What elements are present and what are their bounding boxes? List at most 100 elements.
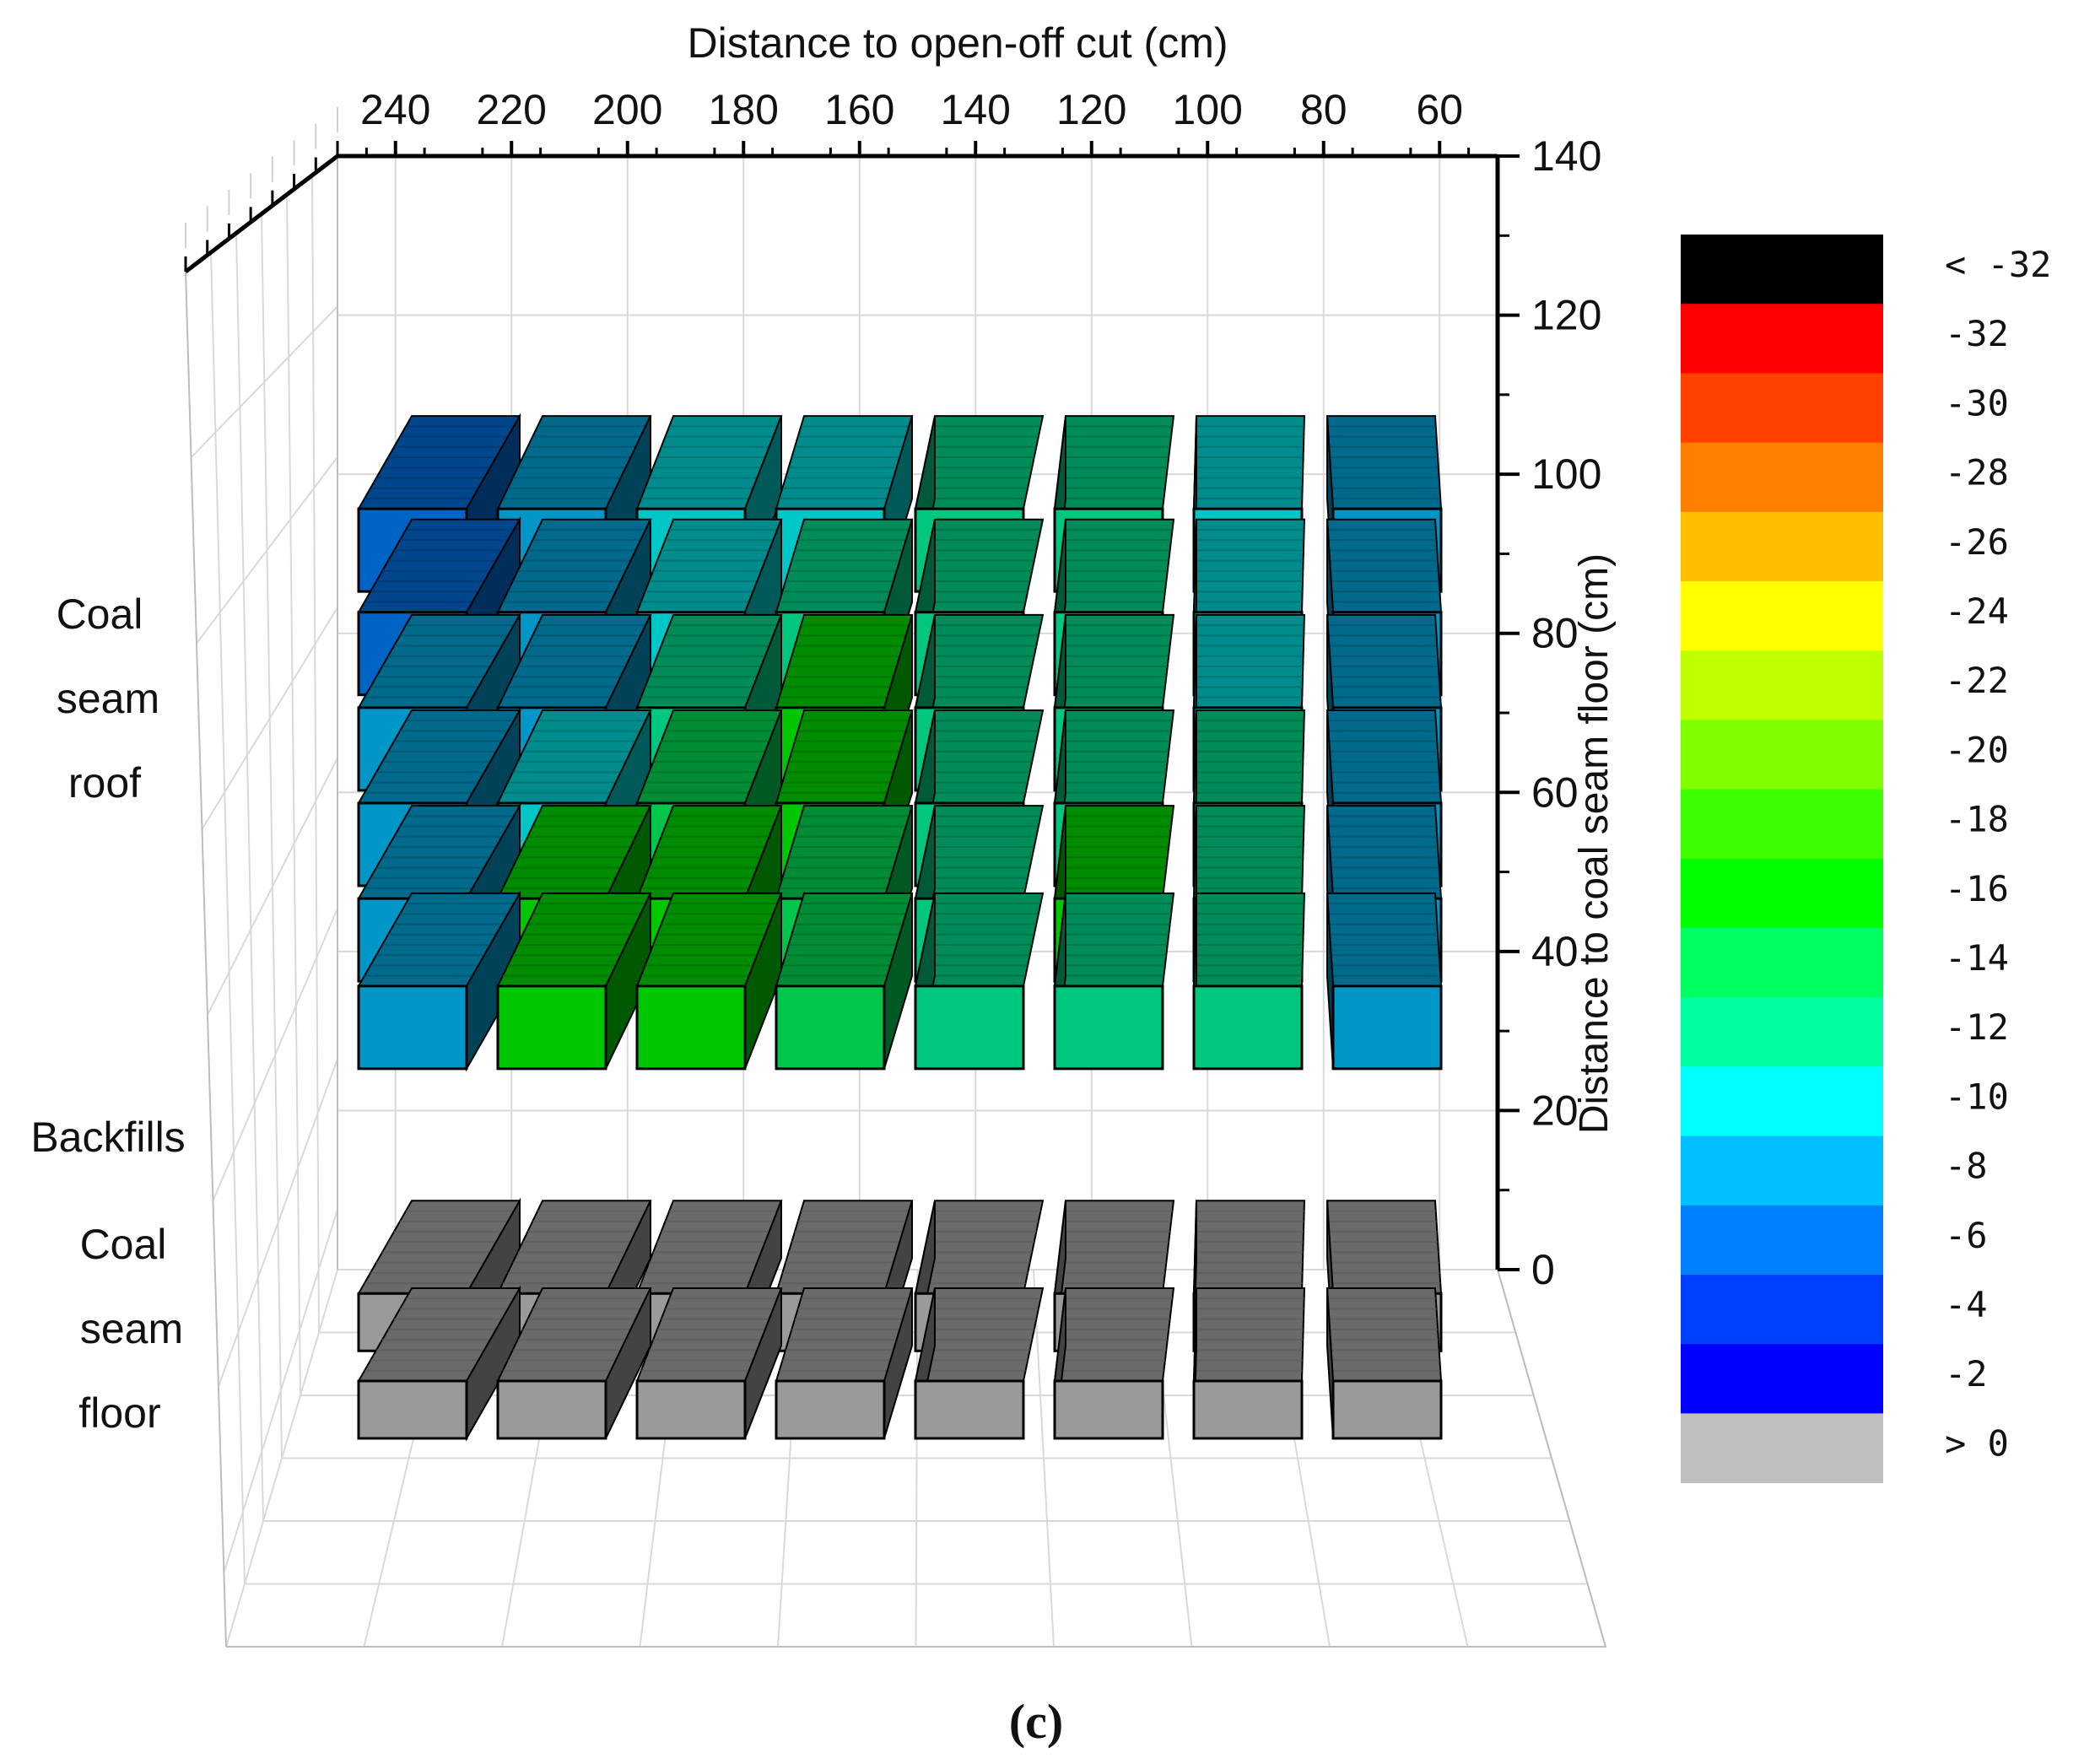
- legend-label: -10: [1945, 1076, 2009, 1117]
- roof-block-top: [1325, 415, 1443, 510]
- floor-block: [357, 1285, 521, 1442]
- x-tick-label: 180: [709, 86, 779, 133]
- y-tick-label: 120: [1531, 292, 1601, 339]
- roof-block: [357, 890, 521, 1072]
- x-tick-label: 240: [360, 86, 430, 133]
- roof-block-top: [1192, 518, 1306, 613]
- roof-block-top: [1325, 892, 1443, 987]
- floor-block: [1192, 1287, 1306, 1440]
- floor-label-line-2: seam: [80, 1305, 183, 1352]
- roof-block-front: [775, 984, 886, 1071]
- roof-block-top: [1053, 415, 1175, 510]
- legend-label: -20: [1945, 729, 2009, 770]
- x-axis-title: Distance to open-off cut (cm): [687, 19, 1228, 67]
- y-tick-label: 40: [1531, 928, 1579, 975]
- x-tick-label: 120: [1056, 86, 1126, 133]
- roof-label-line-1: Coal: [57, 591, 143, 638]
- roof-block-top: [1325, 805, 1443, 900]
- x-tick-label: 140: [941, 86, 1011, 133]
- floor-block: [1053, 1287, 1175, 1440]
- wall-outline: [185, 271, 227, 1648]
- backfills-label: Backfills: [30, 1114, 185, 1161]
- floor-block-top: [1325, 1200, 1443, 1295]
- floor-block-top: [1325, 1287, 1443, 1382]
- roof-block-top: [1325, 518, 1443, 613]
- y-axis-title: Distance to coal seam floor (cm): [1572, 553, 1617, 1134]
- wall-gridline: [286, 194, 301, 1396]
- legend-swatch: [1681, 442, 1883, 513]
- floor-block-top: [1053, 1287, 1175, 1382]
- floor-block-top: [1053, 1200, 1175, 1295]
- floor-block-front: [914, 1379, 1025, 1440]
- legend-swatch: [1681, 997, 1883, 1067]
- legend-label: -14: [1945, 937, 2009, 979]
- floor-block: [635, 1287, 783, 1440]
- roof-block-front: [357, 984, 468, 1071]
- legend-swatch: [1681, 1275, 1883, 1345]
- roof-block-front: [635, 984, 747, 1071]
- roof-block-top: [1325, 709, 1443, 804]
- legend-swatch: [1681, 858, 1883, 929]
- roof-block-top: [1053, 613, 1175, 709]
- floor-label-line-1: Coal: [80, 1221, 167, 1268]
- roof-label-line-3: roof: [68, 759, 141, 806]
- legend-label: -28: [1945, 452, 2009, 494]
- floor-block-front: [357, 1379, 468, 1440]
- legend-label: -26: [1945, 521, 2009, 563]
- roof-block-front: [1331, 984, 1443, 1071]
- roof-block-top: [1053, 805, 1175, 900]
- x-tick-label: 60: [1416, 86, 1463, 133]
- roof-block-top: [1192, 805, 1306, 900]
- legend-label: -6: [1945, 1215, 1988, 1256]
- wall-gridline: [235, 233, 264, 1522]
- roof-block-top: [1192, 613, 1306, 709]
- legend-label: -8: [1945, 1146, 1988, 1187]
- floor-block-front: [496, 1379, 607, 1440]
- legend-swatch: [1681, 1136, 1883, 1206]
- y-tick-label: 60: [1531, 769, 1579, 816]
- roof-block-top: [1053, 518, 1175, 613]
- legend-label: -32: [1945, 313, 2009, 354]
- floor-block-top: [1192, 1200, 1306, 1295]
- floor-block: [775, 1287, 914, 1440]
- legend-label: -12: [1945, 1006, 2009, 1048]
- roof-block-front: [496, 984, 607, 1071]
- x-tick-label: 200: [592, 86, 662, 133]
- chart-blocks: [357, 413, 1443, 1442]
- legend-swatch: [1681, 304, 1883, 374]
- legend-label: -16: [1945, 868, 2009, 909]
- legend-swatch: [1681, 789, 1883, 860]
- y-tick-label: 80: [1531, 610, 1579, 657]
- x-tick-label: 100: [1173, 86, 1243, 133]
- y-tick-label: 0: [1531, 1246, 1555, 1293]
- chart-legend: < -32 -32 -30 -28 -26 -24 -22 -20 -18 -16 -14 -12 -1…: [1681, 235, 2051, 1484]
- roof-block-top: [1053, 709, 1175, 804]
- x-tick-label: 80: [1300, 86, 1347, 133]
- wall-gridline: [210, 252, 246, 1584]
- legend-swatch: [1681, 1205, 1883, 1276]
- floor-block-front: [635, 1379, 747, 1440]
- legend-swatch: [1681, 235, 1883, 305]
- legend-swatch: [1681, 1066, 1883, 1137]
- roof-label-line-2: seam: [57, 675, 159, 722]
- floor-label-line-3: floor: [78, 1389, 160, 1437]
- roof-block-top: [1053, 892, 1175, 987]
- roof-block: [775, 892, 914, 1071]
- y-tick-label: 140: [1531, 132, 1601, 180]
- figure-caption: (c): [1009, 1694, 1063, 1749]
- y-tick-label: 20: [1531, 1087, 1579, 1134]
- floor-block-front: [1192, 1379, 1304, 1440]
- roof-block: [1053, 892, 1175, 1071]
- legend-label: -24: [1945, 591, 2009, 632]
- wall-gridline: [311, 175, 320, 1333]
- legend-swatch: [1681, 928, 1883, 998]
- depth-axis-line: [184, 154, 339, 273]
- wall-gridline: [261, 213, 283, 1459]
- floor-block-front: [775, 1379, 886, 1440]
- legend-swatch: [1681, 373, 1883, 444]
- roof-block: [914, 892, 1045, 1071]
- legend-label: -18: [1945, 799, 2009, 840]
- floor-outline: [226, 1269, 1607, 1648]
- roof-block-front: [1192, 984, 1304, 1071]
- floor-block-top: [1192, 1287, 1306, 1382]
